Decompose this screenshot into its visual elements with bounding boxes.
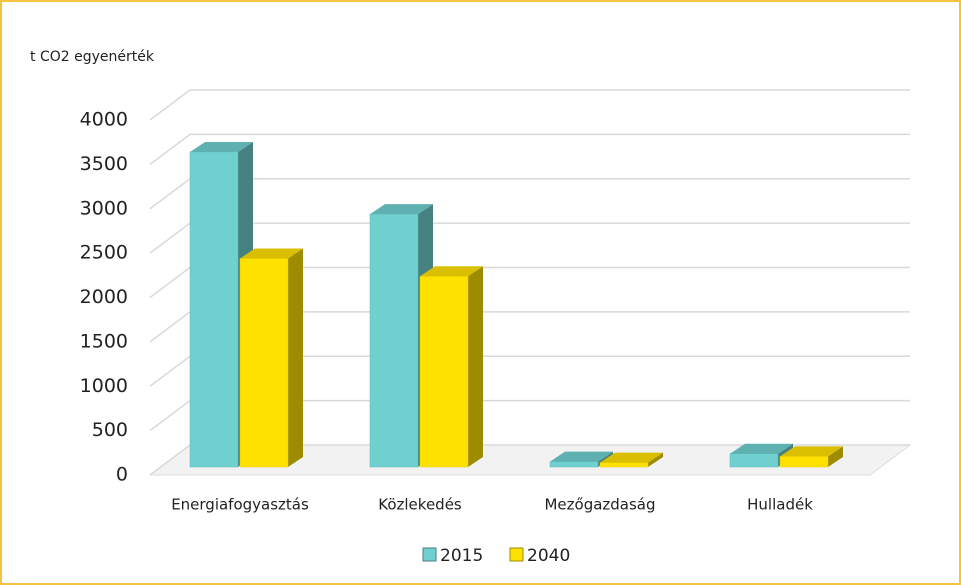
bar-front	[239, 258, 289, 468]
y-tick-label: 0	[116, 464, 128, 486]
bar-front	[369, 213, 419, 468]
y-tick-label: 2000	[80, 286, 128, 308]
bar-front	[419, 275, 469, 468]
bar-top	[420, 266, 483, 277]
grid-line-side	[149, 89, 191, 121]
bar-front	[779, 456, 829, 468]
bar-front	[549, 461, 599, 468]
x-tick-label: Energiafogyasztás	[171, 496, 309, 514]
bar-top	[550, 451, 613, 462]
legend-swatch	[509, 547, 524, 562]
y-tick-label: 500	[92, 419, 128, 441]
x-tick-label: Hulladék	[747, 496, 813, 514]
grid-line-side	[149, 266, 191, 299]
bar	[419, 266, 483, 468]
bar	[239, 248, 303, 468]
y-tick-label: 2500	[80, 242, 128, 264]
y-axis-title: t CO2 egyenérték	[30, 49, 155, 65]
bar-front	[189, 151, 239, 468]
bar-top	[730, 443, 793, 454]
bar-top	[190, 141, 253, 152]
bar-top	[240, 248, 303, 259]
grid-line-side	[149, 311, 191, 343]
bar	[599, 452, 663, 468]
bar-front	[599, 462, 649, 468]
y-tick-label: 3000	[80, 197, 128, 219]
bar-side	[288, 248, 303, 467]
grid-line-side	[149, 400, 191, 432]
grid-line-side	[149, 222, 191, 254]
legend-swatch	[422, 547, 437, 562]
grid-line-side	[149, 178, 191, 210]
y-tick-label: 4000	[80, 109, 128, 131]
bar	[369, 204, 433, 468]
grid-line-side	[149, 444, 191, 476]
x-tick-label: Mezőgazdaság	[544, 496, 655, 514]
legend-label: 2040	[527, 546, 570, 566]
bar-side	[828, 446, 843, 467]
bar-side	[468, 266, 483, 467]
bar-top	[780, 446, 843, 457]
y-tick-label: 1500	[80, 330, 128, 352]
grid-line-side	[149, 355, 191, 387]
grid-line-side	[149, 133, 191, 165]
x-tick-label: Közlekedés	[378, 496, 462, 514]
y-tick-label: 3500	[80, 153, 128, 175]
legend-label: 2015	[440, 546, 483, 566]
bar-top	[370, 204, 433, 215]
bar-front	[729, 453, 779, 468]
bar	[779, 446, 843, 468]
bar-side	[648, 452, 663, 467]
bar-top	[600, 452, 663, 463]
y-tick-label: 1000	[80, 375, 128, 397]
